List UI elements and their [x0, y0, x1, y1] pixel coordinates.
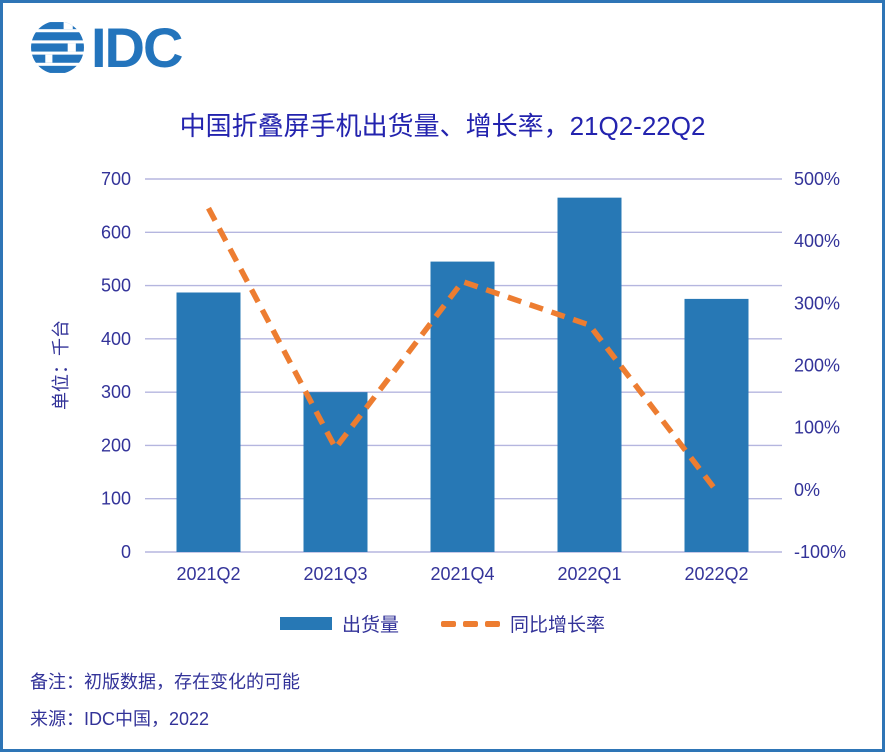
- bar-2021Q2: [176, 292, 241, 552]
- note-line: 备注：初版数据，存在变化的可能: [30, 672, 300, 692]
- legend-item-growth: 同比增长率: [441, 610, 605, 637]
- x-axis-label: 2021Q2: [176, 564, 240, 584]
- chart-title: 中国折叠屏手机出货量、增长率，21Q2-22Q2: [179, 111, 706, 141]
- footnotes: 备注：初版数据，存在变化的可能 来源：IDC中国，2022: [30, 664, 300, 738]
- legend-label-shipments: 出货量: [341, 615, 399, 636]
- bar-2022Q2: [684, 298, 749, 552]
- bar-2022Q1: [557, 197, 622, 552]
- y-axis-title: 单位：千台: [51, 320, 71, 410]
- right-axis-tick-label: -100%: [794, 542, 846, 562]
- legend-label-growth: 同比增长率: [510, 615, 606, 636]
- bar-2021Q4: [430, 261, 495, 552]
- combo-chart: 0 100 200 300 400 500 600 700 -100% 0% 100% 200% 300…: [51, 169, 846, 584]
- chart-legend: 出货量 同比增长率: [3, 610, 882, 637]
- right-axis-tick-label: 500%: [794, 169, 840, 189]
- idc-globe-icon: [31, 22, 84, 73]
- x-axis-label: 2022Q1: [557, 564, 621, 584]
- x-axis-label: 2022Q2: [684, 564, 748, 584]
- right-axis-tick-label: 300%: [794, 293, 840, 313]
- left-axis-tick-label: 400: [101, 329, 131, 349]
- x-axis-label: 2021Q4: [430, 564, 494, 584]
- left-axis-tick-label: 600: [101, 222, 131, 242]
- source-line: 来源：IDC中国，2022: [30, 709, 210, 729]
- left-axis-tick-label: 700: [101, 169, 131, 189]
- legend-bar-swatch: [279, 617, 332, 630]
- legend-dashed-line-swatch: [441, 620, 500, 627]
- left-axis-tick-label: 500: [101, 276, 131, 296]
- right-axis-tick-label: 200%: [794, 356, 840, 376]
- idc-logo: IDC: [29, 15, 183, 79]
- idc-logo-text: IDC: [91, 15, 183, 79]
- x-axis-label: 2021Q3: [303, 564, 367, 584]
- left-axis-tick-label: 100: [101, 489, 131, 509]
- right-axis-tick-label: 0%: [794, 480, 820, 500]
- left-axis-tick-label: 200: [101, 435, 131, 455]
- legend-item-shipments: 出货量: [279, 610, 399, 637]
- right-axis-tick-label: 100%: [794, 418, 840, 438]
- right-axis-tick-label: 400%: [794, 231, 840, 251]
- left-axis-tick-label: 0: [121, 542, 131, 562]
- left-axis-tick-label: 300: [101, 382, 131, 402]
